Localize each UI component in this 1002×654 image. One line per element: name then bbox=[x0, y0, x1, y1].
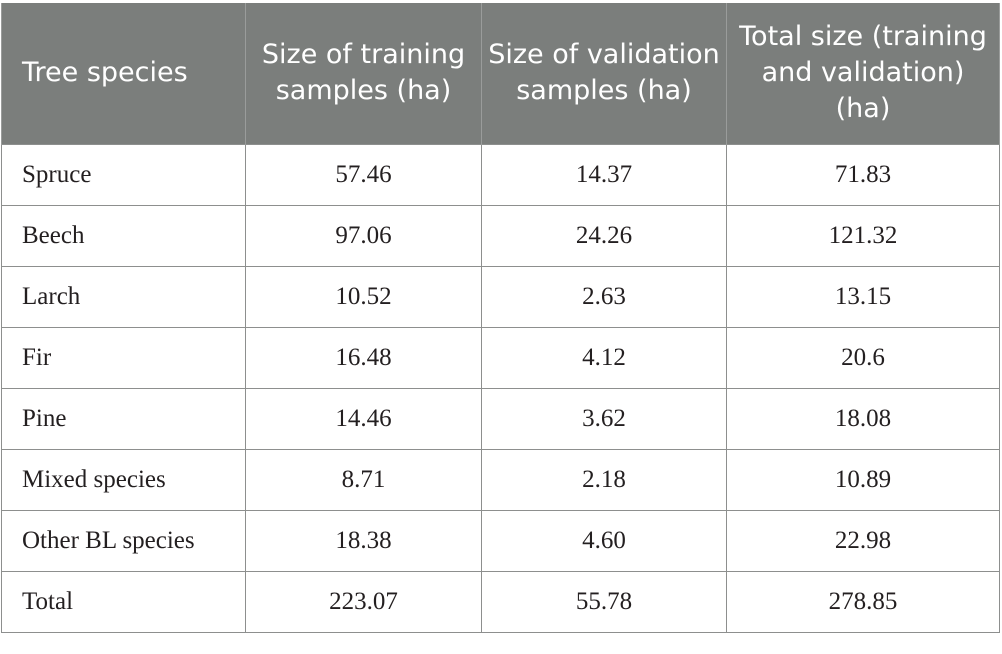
cell-training: 18.38 bbox=[245, 509, 482, 572]
table-header: Tree species Size of training samples (h… bbox=[1, 3, 1000, 144]
cell-species: Pine bbox=[1, 387, 246, 450]
header-total-size: Total size (training and validation) (ha… bbox=[726, 3, 1000, 144]
cell-total: 20.6 bbox=[726, 326, 1000, 389]
cell-validation: 14.37 bbox=[481, 143, 727, 206]
table-row-total: Total 223.07 55.78 278.85 bbox=[1, 570, 1000, 633]
header-validation-size: Size of validation samples (ha) bbox=[481, 3, 727, 144]
cell-total: 10.89 bbox=[726, 448, 1000, 511]
cell-species: Larch bbox=[1, 265, 246, 328]
cell-species: Total bbox=[1, 570, 246, 633]
header-row: Tree species Size of training samples (h… bbox=[1, 3, 1000, 144]
cell-training: 57.46 bbox=[245, 143, 482, 206]
cell-total: 22.98 bbox=[726, 509, 1000, 572]
cell-training: 10.52 bbox=[245, 265, 482, 328]
tree-species-table: Tree species Size of training samples (h… bbox=[1, 3, 1000, 633]
cell-species: Other BL species bbox=[1, 509, 246, 572]
cell-species: Spruce bbox=[1, 143, 246, 206]
cell-total: 71.83 bbox=[726, 143, 1000, 206]
table-row: Pine 14.46 3.62 18.08 bbox=[1, 387, 1000, 450]
cell-validation: 2.18 bbox=[481, 448, 727, 511]
cell-species: Beech bbox=[1, 204, 246, 267]
cell-training: 8.71 bbox=[245, 448, 482, 511]
cell-validation: 4.60 bbox=[481, 509, 727, 572]
table-row: Beech 97.06 24.26 121.32 bbox=[1, 204, 1000, 267]
cell-validation: 55.78 bbox=[481, 570, 727, 633]
cell-species: Mixed species bbox=[1, 448, 246, 511]
table-row: Other BL species 18.38 4.60 22.98 bbox=[1, 509, 1000, 572]
cell-validation: 24.26 bbox=[481, 204, 727, 267]
cell-total: 121.32 bbox=[726, 204, 1000, 267]
cell-training: 223.07 bbox=[245, 570, 482, 633]
header-tree-species: Tree species bbox=[1, 3, 246, 144]
cell-training: 97.06 bbox=[245, 204, 482, 267]
cell-validation: 4.12 bbox=[481, 326, 727, 389]
cell-training: 16.48 bbox=[245, 326, 482, 389]
table-body: Spruce 57.46 14.37 71.83 Beech 97.06 24.… bbox=[1, 143, 1000, 633]
cell-total: 278.85 bbox=[726, 570, 1000, 633]
table-row: Fir 16.48 4.12 20.6 bbox=[1, 326, 1000, 389]
header-training-size: Size of training samples (ha) bbox=[245, 3, 482, 144]
cell-species: Fir bbox=[1, 326, 246, 389]
table-row: Spruce 57.46 14.37 71.83 bbox=[1, 143, 1000, 206]
cell-total: 13.15 bbox=[726, 265, 1000, 328]
cell-validation: 2.63 bbox=[481, 265, 727, 328]
cell-total: 18.08 bbox=[726, 387, 1000, 450]
table-row: Mixed species 8.71 2.18 10.89 bbox=[1, 448, 1000, 511]
cell-training: 14.46 bbox=[245, 387, 482, 450]
table-row: Larch 10.52 2.63 13.15 bbox=[1, 265, 1000, 328]
cell-validation: 3.62 bbox=[481, 387, 727, 450]
